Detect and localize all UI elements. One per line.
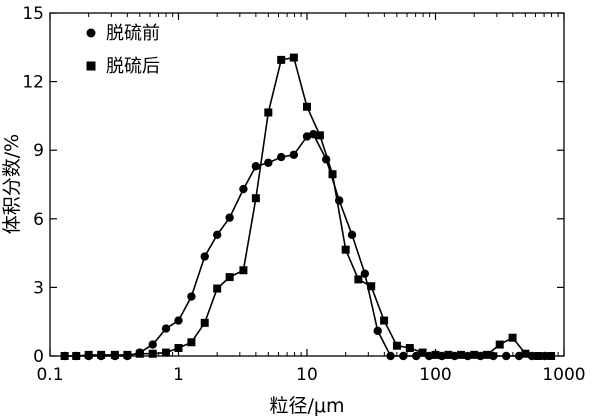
data-point <box>200 252 209 261</box>
data-point <box>174 316 183 325</box>
data-point <box>380 316 389 325</box>
data-point <box>514 351 524 361</box>
data-point <box>213 284 222 293</box>
data-point <box>463 351 472 361</box>
x-tick-label: 10 <box>296 365 318 385</box>
data-point <box>495 340 504 349</box>
data-point <box>110 350 119 359</box>
data-point <box>437 351 447 361</box>
data-point <box>412 351 421 361</box>
data-point <box>200 318 209 327</box>
data-point <box>264 108 273 117</box>
data-point <box>470 350 479 359</box>
data-point <box>341 245 350 254</box>
data-point <box>239 184 248 194</box>
data-point <box>289 53 298 62</box>
series-line <box>64 133 545 357</box>
data-point <box>251 162 261 171</box>
data-point <box>212 230 222 240</box>
data-point <box>264 158 273 167</box>
data-point <box>367 282 376 291</box>
data-point <box>84 350 93 359</box>
data-point <box>502 351 511 361</box>
data-point <box>123 350 132 359</box>
data-point <box>303 102 311 111</box>
data-point <box>328 170 337 179</box>
data-point <box>360 269 370 278</box>
data-point <box>251 194 260 203</box>
data-point <box>373 326 382 336</box>
data-point <box>225 213 234 222</box>
data-point <box>521 349 530 358</box>
data-point <box>309 129 318 139</box>
y-tick-label: 9 <box>33 141 44 161</box>
series-layer <box>60 53 556 361</box>
legend-marker <box>86 61 96 71</box>
data-point <box>225 273 234 282</box>
series-1 <box>60 129 549 361</box>
data-point <box>135 349 144 358</box>
data-point <box>148 349 157 358</box>
data-point <box>399 351 408 361</box>
x-tick-label: 0.1 <box>36 365 63 385</box>
data-point <box>508 333 517 342</box>
data-point <box>476 351 485 361</box>
x-axis-title: 粒径/μm <box>270 395 345 417</box>
series-2 <box>60 53 556 360</box>
data-point <box>289 150 299 159</box>
data-point <box>97 350 106 359</box>
data-point <box>302 132 312 141</box>
data-point <box>534 352 543 360</box>
legend-marker <box>86 28 96 38</box>
legend-label: 脱硫后 <box>106 56 160 77</box>
data-point <box>174 343 183 352</box>
y-tick-label: 0 <box>33 347 44 367</box>
data-point <box>187 292 196 301</box>
y-axis-title: 体积分数/% <box>1 134 23 234</box>
data-point <box>444 350 453 359</box>
data-point <box>457 350 466 359</box>
data-point <box>72 352 81 360</box>
data-point <box>161 324 171 333</box>
legend-label: 脱硫前 <box>106 23 160 44</box>
data-point <box>450 351 459 361</box>
x-tick-label: 1 <box>173 365 184 385</box>
y-tick-label: 3 <box>33 278 44 298</box>
data-point <box>277 55 286 64</box>
data-point <box>405 343 414 352</box>
x-tick-label: 100 <box>419 365 451 385</box>
data-point <box>386 351 395 361</box>
data-point <box>60 352 69 360</box>
data-point <box>392 341 401 350</box>
data-point <box>277 152 286 162</box>
x-tick-label: 1000 <box>542 365 585 385</box>
data-point <box>148 340 157 349</box>
data-point <box>162 348 171 357</box>
data-point <box>482 350 491 359</box>
data-point <box>315 131 324 140</box>
axis-tick-labels: 0.1 1 10 100 1000 0 3 6 9 12 15 <box>22 4 585 385</box>
data-point <box>354 275 363 284</box>
data-point <box>418 348 427 357</box>
y-tick-label: 15 <box>22 4 44 24</box>
data-point <box>187 338 196 347</box>
data-point <box>489 351 498 361</box>
y-tick-label: 12 <box>22 73 44 93</box>
data-point <box>431 350 440 359</box>
y-tick-label: 6 <box>33 210 44 230</box>
series-line <box>64 56 552 357</box>
data-point <box>239 266 248 275</box>
data-point <box>547 352 556 360</box>
data-point <box>347 230 357 240</box>
